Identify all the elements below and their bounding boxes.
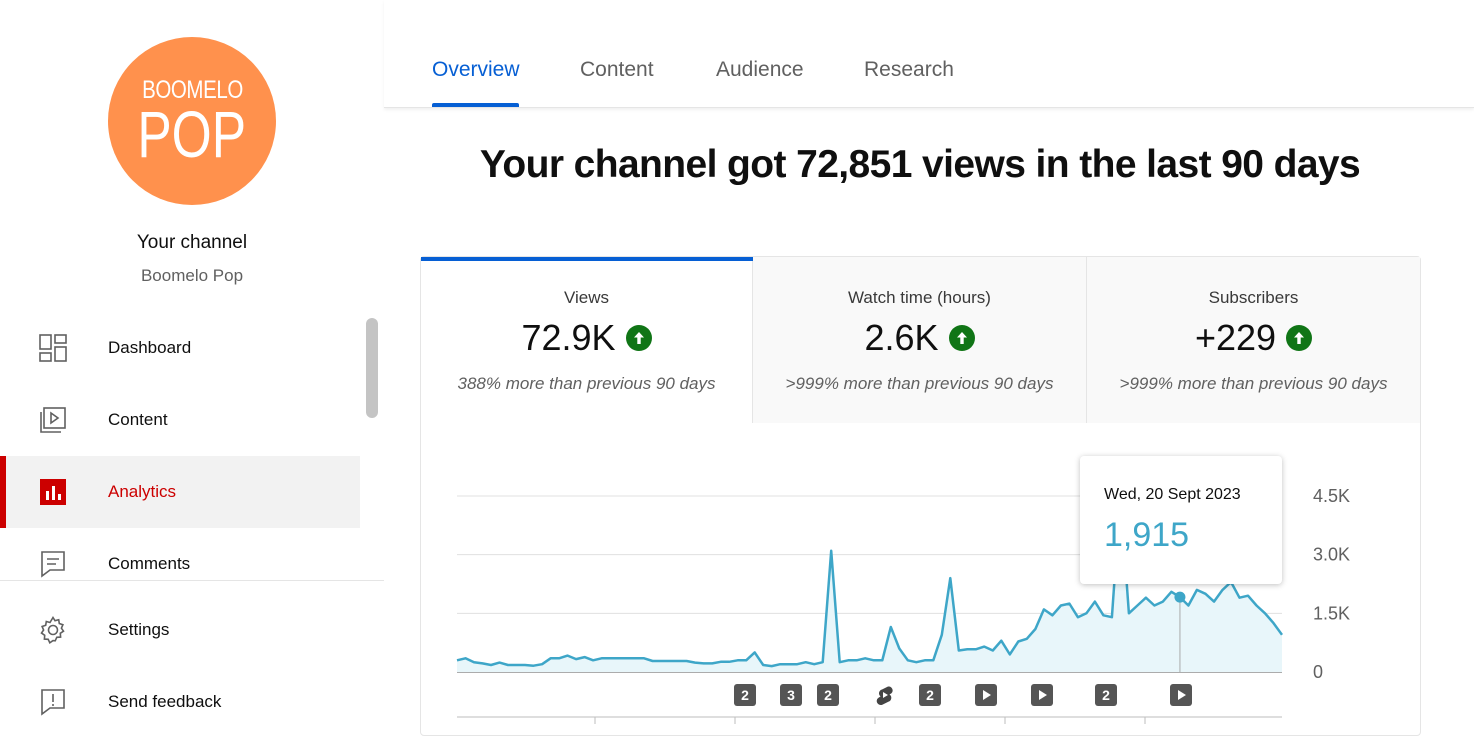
sidebar-item-label: Content: [108, 410, 168, 429]
sidebar-item-content[interactable]: Content: [0, 384, 360, 456]
selected-metric-indicator: [421, 257, 753, 261]
sidebar-item-analytics[interactable]: Analytics: [0, 456, 360, 528]
feedback-icon: [38, 687, 68, 717]
metric-value: 72.9K: [521, 317, 616, 358]
metric-value: 2.6K: [864, 317, 939, 358]
sidebar-item-label: Dashboard: [108, 338, 192, 357]
tab-research[interactable]: Research: [864, 58, 954, 81]
sidebar-item-label: Send feedback: [108, 692, 222, 711]
tab-audience[interactable]: Audience: [716, 58, 804, 81]
sidebar-scrollbar[interactable]: [366, 318, 378, 418]
marker-3[interactable]: 3: [780, 684, 802, 706]
tab-content[interactable]: Content: [580, 58, 654, 81]
chart-tooltip: Wed, 20 Sept 2023 1,915: [1080, 456, 1282, 584]
sidebar-item-dashboard[interactable]: Dashboard: [0, 312, 360, 384]
content-icon: [38, 405, 68, 435]
page-headline: Your channel got 72,851 views in the las…: [479, 143, 1361, 186]
channel-avatar[interactable]: BOOMELO POP: [108, 37, 276, 205]
y-tick-label: 0: [1313, 662, 1323, 682]
metric-label: Subscribers: [1208, 288, 1299, 307]
series-line: [456, 494, 1284, 668]
metric-comparison: >999% more than previous 90 days: [785, 374, 1054, 393]
marker-2[interactable]: 2: [919, 684, 941, 706]
play-icon[interactable]: [975, 684, 997, 706]
analytics-icon: [38, 477, 68, 507]
shorts-icon[interactable]: [874, 684, 896, 706]
metric-label: Views: [563, 288, 610, 307]
play-icon[interactable]: [1031, 684, 1053, 706]
sidebar-item-settings[interactable]: Settings: [0, 594, 360, 666]
play-icon[interactable]: [1170, 684, 1192, 706]
channel-name: Boomelo Pop: [140, 266, 244, 285]
sidebar-item-label: Settings: [108, 620, 170, 639]
y-tick-label: 1.5K: [1313, 603, 1350, 623]
marker-2[interactable]: 2: [734, 684, 756, 706]
active-tab-indicator: [432, 103, 519, 107]
sidebar-item-comments[interactable]: Comments: [0, 528, 360, 600]
tab-bar: Overview Content Audience Research: [384, 0, 1474, 108]
tooltip-date: Wed, 20 Sept 2023: [1104, 486, 1241, 503]
metric-views[interactable]: Views 72.9K 388% more than previous 90 d…: [421, 257, 753, 423]
metric-subscribers[interactable]: Subscribers +229 >999% more than previou…: [1087, 257, 1420, 423]
sidebar-item-label: Analytics: [108, 482, 177, 501]
channel-title: Your channel: [136, 232, 248, 253]
sidebar-item-feedback[interactable]: Send feedback: [0, 666, 360, 738]
metric-value-row: 72.9K: [421, 317, 752, 359]
data-point: [1174, 591, 1186, 603]
arrow-up-icon: [948, 325, 975, 351]
avatar-text-line2: POP: [137, 97, 247, 171]
metric-comparison: >999% more than previous 90 days: [1119, 374, 1388, 393]
arrow-up-icon: [625, 325, 652, 351]
metric-value: +229: [1194, 317, 1277, 358]
metric-value-row: 2.6K: [753, 317, 1086, 359]
dashboard-icon: [38, 333, 68, 363]
metric-label: Watch time (hours): [848, 288, 991, 307]
series-area: [457, 496, 1282, 672]
y-tick-label: 3.0K: [1313, 545, 1350, 565]
marker-2[interactable]: 2: [1095, 684, 1117, 706]
views-chart[interactable]: 4.5K 3.0K 1.5K 0: [420, 440, 1420, 724]
sidebar-item-label: Comments: [108, 554, 191, 573]
sidebar-divider: [0, 580, 384, 581]
tooltip-value: 1,915: [1104, 516, 1190, 554]
metric-value-row: +229: [1087, 317, 1420, 359]
metric-comparison: 388% more than previous 90 days: [457, 374, 716, 393]
arrow-up-icon: [1286, 325, 1313, 351]
avatar-text-line1: BOOMELO: [141, 76, 243, 104]
metric-watch-time[interactable]: Watch time (hours) 2.6K >999% more than …: [753, 257, 1087, 423]
sidebar: BOOMELO POP Your channel Boomelo Pop Das…: [0, 0, 384, 724]
gear-icon: [38, 615, 68, 645]
comments-icon: [38, 549, 68, 579]
tab-overview[interactable]: Overview: [432, 58, 520, 81]
marker-2[interactable]: 2: [817, 684, 839, 706]
y-tick-label: 4.5K: [1313, 486, 1350, 506]
